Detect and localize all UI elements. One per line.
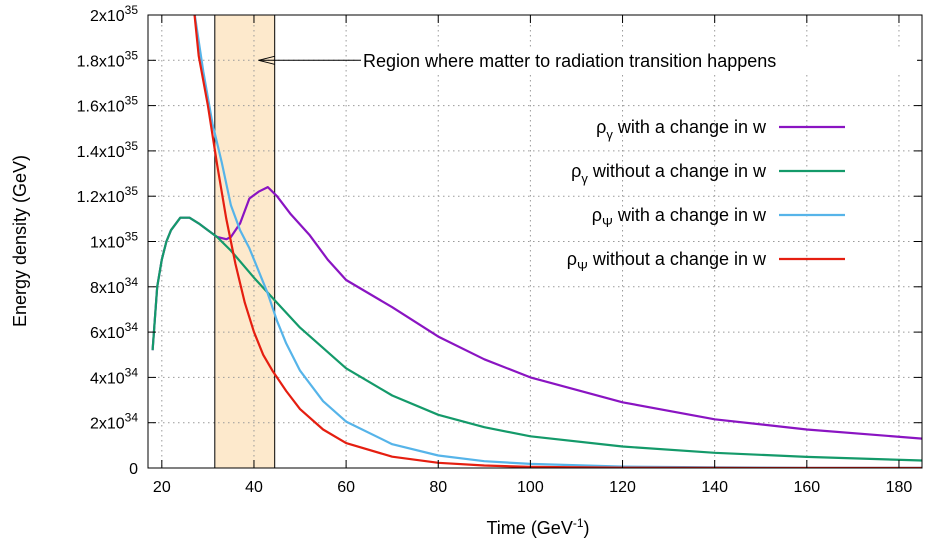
y-tick-mantissa: 1x10 [90,235,125,252]
legend-label-base: ρ [596,117,606,137]
y-tick-label: 1.2x1035 [77,184,139,206]
series-line-4 [193,15,922,468]
y-tick-exponent: 35 [125,184,139,198]
annotation-arrow-head [258,55,275,65]
y-tick-mantissa: 6x10 [90,325,125,342]
x-tick-label: 160 [793,479,820,496]
legend-label-3: ρΨ with a change in w [592,205,767,230]
y-tick-exponent: 34 [125,411,139,425]
y-tick-mantissa: 4x10 [90,370,125,387]
legend-label-text: without a change in w [588,249,767,269]
x-axis-label-end: ) [584,518,590,538]
y-tick-exponent: 35 [125,230,139,244]
annotation: Region where matter to radiation transit… [258,47,917,73]
y-tick-label: 1.8x1035 [77,48,139,70]
x-tick-label: 20 [153,479,171,496]
legend-label-base: ρ [571,161,581,181]
y-tick-exponent: 35 [125,139,139,153]
legend-label-base: ρ [592,205,602,225]
x-tick-label: 40 [245,479,263,496]
annotation-text: Region where matter to radiation transit… [363,51,776,71]
legend-label-base: ρ [567,249,577,269]
y-tick-mantissa: 1.2x10 [77,189,125,206]
legend-label-text: with a change in w [613,117,767,137]
y-tick-label: 1x1035 [90,230,138,252]
y-tick-exponent: 34 [125,365,139,379]
y-tick-label: 2x1035 [90,3,138,25]
annotation-background [357,47,917,73]
legend-label-4: ρΨ without a change in w [567,249,767,274]
series-lines [151,15,922,468]
y-tick-mantissa: 8x10 [90,280,125,297]
tick-marks [148,14,922,469]
x-tick-label: 80 [429,479,447,496]
series-line-3 [193,15,922,468]
y-tick-mantissa: 1.6x10 [77,99,125,116]
y-tick-mantissa: 0 [129,461,138,478]
y-tick-mantissa: 2x10 [90,8,125,25]
y-tick-label: 1.6x1035 [77,94,139,116]
x-tick-label: 140 [701,479,728,496]
legend-label-text: with a change in w [613,205,767,225]
x-axis-label-sup: -1 [573,516,584,530]
legend-label-1: ργ with a change in w [596,117,767,142]
x-tick-label: 180 [886,479,913,496]
y-tick-exponent: 34 [125,320,139,334]
y-tick-mantissa: 2x10 [90,416,125,433]
series-line-2 [151,216,922,462]
y-tick-mantissa: 1.4x10 [77,144,125,161]
y-tick-label: 6x1034 [90,320,138,342]
y-tick-label: 8x1034 [90,275,138,297]
y-tick-exponent: 35 [125,3,139,17]
y-tick-label: 4x1034 [90,365,138,387]
y-axis-label: Energy density (GeV) [10,155,30,327]
legend-label-subscript: γ [581,171,588,186]
x-tick-label: 60 [337,479,355,496]
x-axis-label: Time (GeV-1) [486,516,589,538]
legend-label-subscript: Ψ [602,215,613,230]
y-tick-label: 2x1034 [90,411,138,433]
y-tick-labels: 02x10344x10346x10348x10341x10351.2x10351… [77,3,139,478]
x-tick-label: 100 [517,479,544,496]
y-tick-exponent: 35 [125,48,139,62]
legend-label-text: without a change in w [588,161,767,181]
x-tick-label: 120 [609,479,636,496]
x-axis-label-main: Time (GeV [486,518,572,538]
y-tick-label: 1.4x1035 [77,139,139,161]
y-tick-exponent: 35 [125,94,139,108]
x-tick-labels: 20 40 60 80 100 120 140 160 180 [153,479,912,496]
y-tick-mantissa: 1.8x10 [77,53,125,70]
legend-label-subscript: Ψ [577,259,588,274]
y-tick-exponent: 34 [125,275,139,289]
y-tick-label: 0 [129,461,138,478]
legend-label-subscript: γ [606,127,613,142]
legend-label-2: ργ without a change in w [571,161,767,186]
legend: ργ with a change in wργ without a change… [567,117,845,274]
